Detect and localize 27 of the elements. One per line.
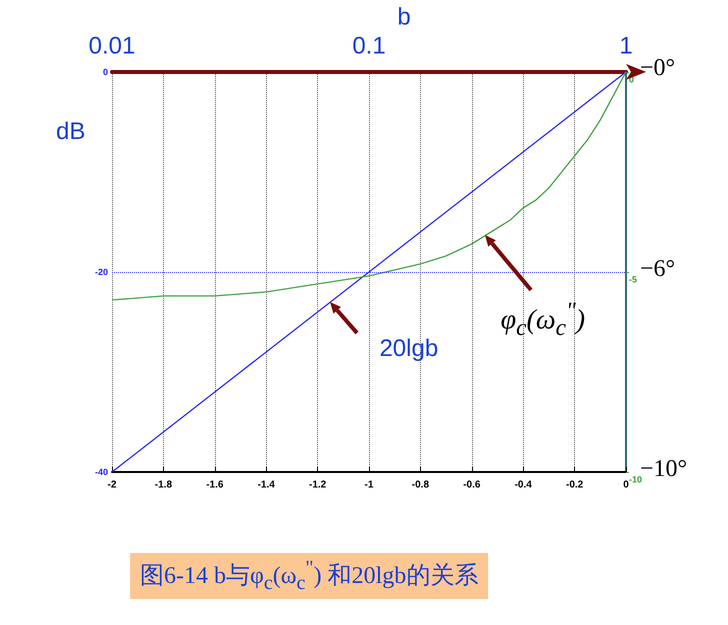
text: 图6-14 b与φ$_{c}$(ω$_{c}$$^{"}$) 和20lgb的关系 [130,553,488,599]
x-tick-label: -1.4 [258,480,276,490]
y2-tick-label: -10 [629,474,642,484]
y-tick-label: 0 [102,66,108,77]
x-tick-label: 0 [623,480,630,490]
x-tick-label: -0.2 [566,480,584,490]
x-tick-label: -1 [364,480,374,490]
text: −6° [640,256,676,282]
y-tick-label: -40 [94,467,108,477]
x2-tick-label: 0.1 [352,32,386,60]
annotation: 20lgb [379,334,438,363]
text: −10° [640,456,688,482]
x-tick-label: -1.6 [206,480,224,490]
y-axis-title: dB [56,118,86,146]
x2-tick-label: 1 [619,32,633,60]
x-tick-label: -0.6 [463,480,481,490]
x-tick-label: -1.2 [308,480,327,490]
text: −0° [640,55,676,82]
x2-axis-title: b [397,4,411,30]
x-tick-label: -1.8 [154,480,172,490]
x-tick-label: -0.4 [514,480,532,490]
x2-tick-label: 0.01 [88,32,136,60]
annotation: φ$_{c}$(ω$_{c}$$^{"}$) [500,298,586,342]
x-tick-label: -2 [108,480,117,490]
y-tick-label: -20 [94,266,108,277]
x-tick-label: -0.8 [412,480,430,490]
y2-tick-label: -5 [629,274,638,284]
